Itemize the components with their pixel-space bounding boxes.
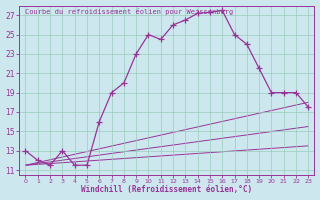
X-axis label: Windchill (Refroidissement éolien,°C): Windchill (Refroidissement éolien,°C) [81, 185, 252, 194]
Text: Courbe du refroidissement éolien pour Weissenburg: Courbe du refroidissement éolien pour We… [25, 8, 234, 15]
